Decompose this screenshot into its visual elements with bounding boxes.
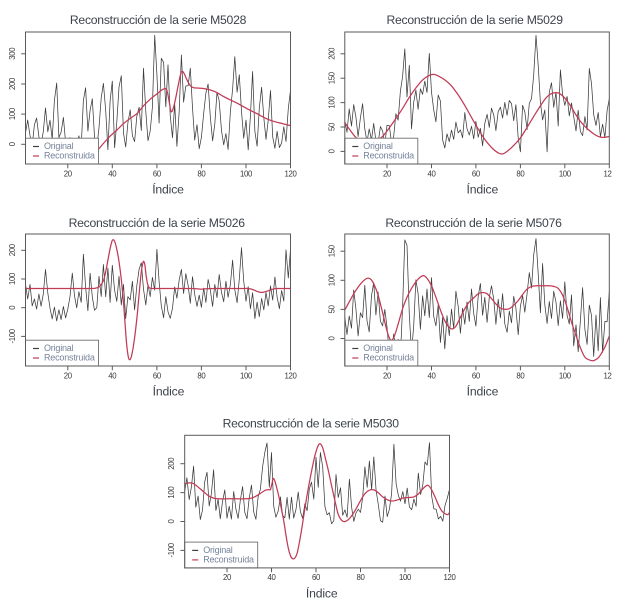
svg-text:200: 200 bbox=[8, 243, 17, 256]
svg-text:100: 100 bbox=[8, 272, 17, 285]
svg-text:Reconstruida: Reconstruida bbox=[203, 555, 254, 565]
svg-text:300: 300 bbox=[8, 47, 17, 60]
svg-text:Original: Original bbox=[44, 343, 74, 353]
svg-text:20: 20 bbox=[64, 371, 73, 380]
svg-text:120: 120 bbox=[444, 573, 457, 582]
svg-text:0: 0 bbox=[327, 336, 336, 341]
svg-text:60: 60 bbox=[312, 573, 321, 582]
svg-text:12: 12 bbox=[604, 371, 612, 380]
svg-text:40: 40 bbox=[428, 169, 437, 178]
svg-text:Índice: Índice bbox=[153, 383, 185, 398]
svg-text:20: 20 bbox=[64, 169, 73, 178]
svg-text:-100: -100 bbox=[8, 328, 17, 343]
svg-text:Índice: Índice bbox=[467, 383, 499, 398]
svg-text:100: 100 bbox=[559, 371, 572, 380]
svg-text:0: 0 bbox=[8, 305, 17, 310]
svg-text:80: 80 bbox=[197, 371, 206, 380]
svg-text:Original: Original bbox=[363, 343, 393, 353]
svg-text:60: 60 bbox=[153, 169, 162, 178]
svg-text:100: 100 bbox=[559, 169, 572, 178]
svg-text:0: 0 bbox=[327, 148, 336, 153]
svg-text:20: 20 bbox=[383, 169, 392, 178]
svg-text:60: 60 bbox=[153, 371, 162, 380]
svg-text:40: 40 bbox=[108, 371, 117, 380]
svg-text:200: 200 bbox=[167, 457, 176, 470]
svg-text:20: 20 bbox=[383, 371, 392, 380]
svg-text:150: 150 bbox=[327, 71, 336, 84]
svg-text:40: 40 bbox=[108, 169, 117, 178]
svg-text:100: 100 bbox=[8, 107, 17, 120]
svg-text:-100: -100 bbox=[167, 542, 176, 557]
svg-text:Reconstrucción de la serie M50: Reconstrucción de la serie M5029 bbox=[386, 13, 563, 27]
svg-text:100: 100 bbox=[399, 573, 412, 582]
svg-text:Índice: Índice bbox=[466, 181, 498, 196]
svg-text:Reconstruida: Reconstruida bbox=[363, 151, 414, 161]
svg-text:0: 0 bbox=[167, 519, 176, 524]
svg-text:50: 50 bbox=[327, 122, 336, 131]
svg-text:80: 80 bbox=[197, 169, 206, 178]
svg-text:12: 12 bbox=[604, 169, 612, 178]
svg-text:Reconstrucción de la serie M50: Reconstrucción de la serie M5030 bbox=[223, 416, 400, 430]
svg-text:120: 120 bbox=[285, 371, 298, 380]
svg-text:50: 50 bbox=[327, 304, 336, 313]
svg-text:200: 200 bbox=[327, 47, 336, 60]
svg-text:Reconstrucción de la serie M50: Reconstrucción de la serie M5026 bbox=[69, 216, 246, 230]
svg-text:200: 200 bbox=[8, 77, 17, 90]
svg-text:20: 20 bbox=[223, 573, 232, 582]
svg-text:Índice: Índice bbox=[152, 181, 184, 196]
svg-text:Reconstruida: Reconstruida bbox=[44, 353, 95, 363]
svg-text:80: 80 bbox=[516, 169, 525, 178]
svg-text:80: 80 bbox=[516, 371, 525, 380]
svg-text:Reconstruida: Reconstruida bbox=[363, 353, 414, 363]
svg-text:Original: Original bbox=[203, 545, 233, 555]
svg-text:80: 80 bbox=[357, 573, 366, 582]
svg-text:100: 100 bbox=[327, 273, 336, 286]
svg-text:Reconstrucción de la serie M50: Reconstrucción de la serie M5076 bbox=[385, 216, 562, 230]
svg-text:60: 60 bbox=[472, 169, 481, 178]
svg-text:Índice: Índice bbox=[306, 585, 338, 600]
svg-text:0: 0 bbox=[8, 141, 17, 146]
svg-text:100: 100 bbox=[240, 371, 253, 380]
svg-text:100: 100 bbox=[167, 486, 176, 499]
svg-text:Reconstrucción de la serie M50: Reconstrucción de la serie M5028 bbox=[70, 13, 247, 27]
svg-text:100: 100 bbox=[327, 96, 336, 109]
svg-text:120: 120 bbox=[285, 169, 298, 178]
svg-text:Original: Original bbox=[363, 141, 393, 151]
svg-text:40: 40 bbox=[268, 573, 277, 582]
svg-text:100: 100 bbox=[240, 169, 253, 178]
svg-text:150: 150 bbox=[327, 244, 336, 257]
svg-text:40: 40 bbox=[428, 371, 437, 380]
svg-text:60: 60 bbox=[472, 371, 481, 380]
svg-text:Reconstruida: Reconstruida bbox=[44, 151, 95, 161]
svg-text:Original: Original bbox=[44, 141, 74, 151]
